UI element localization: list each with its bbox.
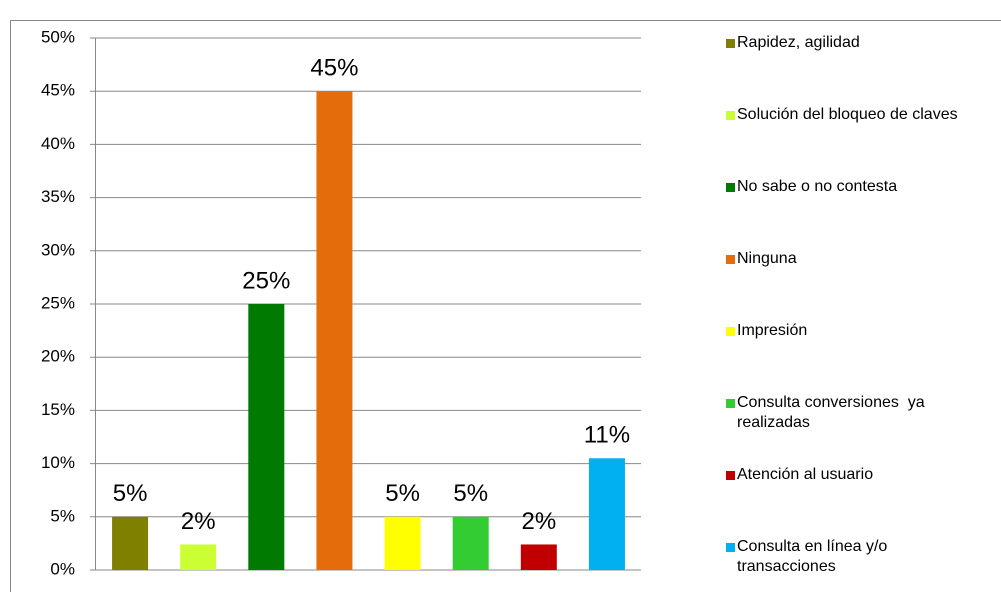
legend-item: Consulta en línea y/o transacciones [726, 537, 962, 577]
bar [316, 91, 353, 570]
bar [452, 516, 489, 570]
y-tick-label: 5% [50, 506, 75, 525]
y-tick-label: 35% [41, 187, 75, 206]
y-tick-label: 0% [50, 559, 75, 578]
data-label: 11% [584, 422, 630, 449]
bar [588, 458, 625, 570]
bar [384, 516, 421, 570]
legend-item: Solución del bloqueo de claves [726, 105, 962, 125]
bar [112, 516, 149, 570]
legend-label: Ninguna [737, 250, 797, 267]
legend-item: Rapidez, agilidad [726, 33, 962, 53]
chart-border [10, 20, 1001, 592]
legend-label: Consulta en línea y/o transacciones [737, 538, 892, 575]
legend-label: Solución del bloqueo de claves [737, 106, 958, 123]
data-label: 5% [113, 480, 148, 507]
legend-item: Consulta conversiones ya realizadas [726, 393, 962, 433]
y-tick-label: 15% [41, 400, 75, 419]
data-label: 5% [453, 480, 488, 507]
data-label: 2% [181, 508, 216, 535]
y-tick-label: 25% [41, 293, 75, 312]
legend-label: No sabe o no contesta [737, 178, 898, 195]
legend-item: Ninguna [726, 249, 962, 269]
legend-label: Impresión [737, 322, 808, 339]
legend-swatch [726, 399, 735, 408]
legend-swatch [726, 327, 735, 336]
legend-swatch [726, 471, 735, 480]
y-tick-label: 45% [41, 81, 75, 100]
data-label: 25% [242, 267, 290, 294]
y-tick-label: 30% [41, 240, 75, 259]
legend-swatch [726, 183, 735, 192]
data-label: 5% [385, 480, 420, 507]
legend-item: Impresión [726, 321, 962, 341]
legend-item: Atención al usuario [726, 465, 962, 485]
legend-swatch [726, 111, 735, 120]
legend-swatch [726, 255, 735, 264]
bar [180, 544, 217, 570]
legend-label: Consulta conversiones ya realizadas [737, 394, 930, 431]
y-tick-label: 40% [41, 134, 75, 153]
bar [520, 544, 557, 570]
legend-swatch [726, 39, 735, 48]
y-tick-label: 20% [41, 347, 75, 366]
data-label: 2% [521, 508, 556, 535]
y-tick-label: 10% [41, 453, 75, 472]
legend-swatch [726, 543, 735, 552]
y-tick-label: 50% [41, 27, 75, 46]
data-label: 45% [310, 55, 358, 82]
legend-item: No sabe o no contesta [726, 177, 962, 197]
bar [248, 304, 285, 570]
legend-label: Rapidez, agilidad [737, 34, 860, 51]
legend-label: Atención al usuario [737, 466, 874, 483]
